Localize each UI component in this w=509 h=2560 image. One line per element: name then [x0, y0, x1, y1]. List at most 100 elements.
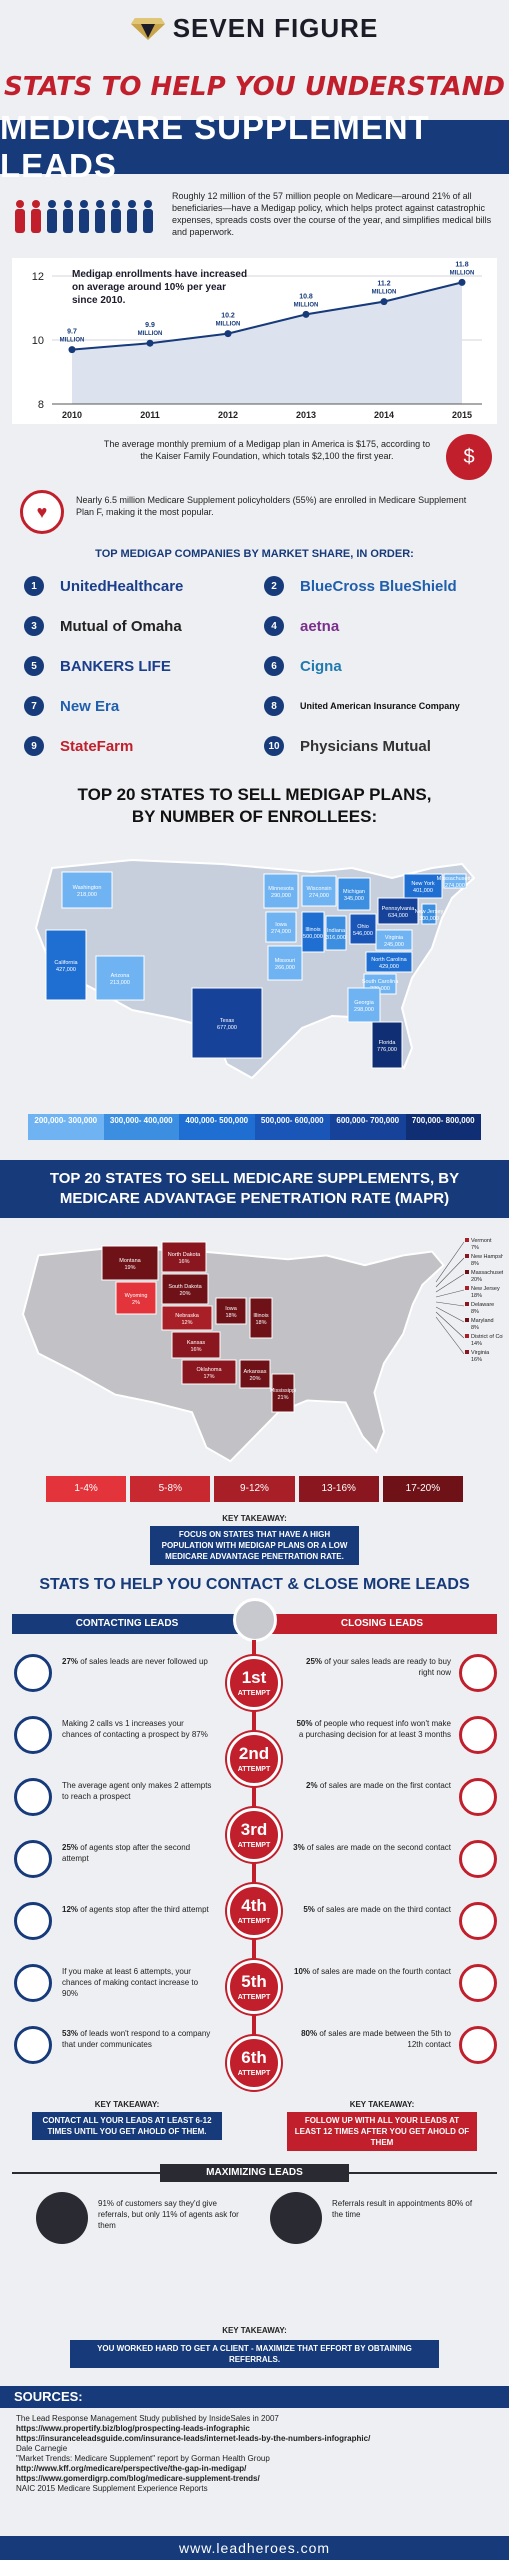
callout-state-name: Virginia — [471, 1350, 490, 1356]
stat-description: of sales are made on the third contact — [314, 1905, 451, 1914]
closing-stat-text: 10% of sales are made on the fourth cont… — [291, 1966, 451, 1977]
state-name-label: Indiana — [327, 928, 346, 934]
callout-leader — [435, 1289, 465, 1298]
company-logo-name: Mutual of Omaha — [60, 617, 182, 635]
company-logo-name: BlueCross BlueShield — [300, 577, 457, 595]
referrals-ask-stat: 91% of customers say they'd give referra… — [36, 2192, 256, 2252]
closing-stat: 25% of your sales leads are ready to buy… — [277, 1650, 497, 1698]
us-base-shape — [22, 1246, 445, 1463]
company-item: 8 United American Insurance Company — [264, 690, 484, 722]
legend-bin: 13-16% — [298, 1476, 379, 1502]
page-title-line2: MEDICARE SUPPLEMENT LEADS — [0, 109, 430, 184]
state-value-label: 634,000 — [388, 913, 408, 919]
callout-swatch — [465, 1318, 469, 1322]
state-north-dakota — [161, 1241, 207, 1273]
maximizing-title: MAXIMIZING LEADS — [160, 2164, 349, 2182]
state-arkansas — [239, 1359, 271, 1389]
contacting-stat: 27% of sales leads are never followed up — [14, 1650, 224, 1698]
contacting-stat: 25% of agents stop after the second atte… — [14, 1836, 224, 1884]
closing-key-takeaway-text: FOLLOW UP WITH ALL YOUR LEADS AT LEAST 1… — [287, 2112, 477, 2151]
state-value-label: 429,000 — [379, 964, 399, 970]
contact-close-header-bar: CONTACTING LEADS CLOSING LEADS — [12, 1598, 497, 1642]
contacting-stat-icon — [14, 2026, 52, 2064]
state-nebraska — [161, 1305, 213, 1331]
state-value-label: 298,000 — [354, 1007, 374, 1013]
stat-description: of sales leads are never followed up — [78, 1657, 208, 1666]
stat-highlight: 12% — [62, 1905, 79, 1914]
state-value-label: 776,000 — [377, 1047, 397, 1053]
contacting-key-takeaway-label: KEY TAKEAWAY: — [94, 2100, 160, 2109]
stat-highlight: 3% — [293, 1843, 305, 1852]
stat-highlight: 50% — [296, 1719, 313, 1728]
state-name-label: Wisconsin — [306, 886, 331, 892]
contacting-stat-text: 53% of leads won't respond to a company … — [62, 2028, 212, 2050]
state-montana — [101, 1245, 159, 1281]
source-link: https://insuranceleadsguide.com/insuranc… — [16, 2434, 371, 2443]
state-value-label: 20% — [249, 1376, 260, 1382]
state-name-label: Michigan — [343, 889, 365, 895]
state-value-label: 266,000 — [275, 965, 295, 971]
legend-bin: 700,000- 800,000 — [405, 1114, 481, 1140]
contacting-stat-icon — [14, 1654, 52, 1692]
footer-url[interactable]: www.leadheroes.com — [0, 2536, 509, 2560]
state-minnesota — [263, 873, 299, 909]
closing-stat: 3% of sales are made on the second conta… — [277, 1836, 497, 1884]
contacting-leads-header: CONTACTING LEADS — [12, 1614, 242, 1634]
callout-state-name: New Jersey — [471, 1286, 500, 1292]
callout-state-value: 7% — [471, 1245, 479, 1251]
callout-state-value: 8% — [471, 1325, 479, 1331]
enrollment-chart-note: Medigap enrollments have increased on av… — [72, 269, 248, 306]
mapr-title-line2: MEDICARE ADVANTAGE PENETRATION RATE (MAP… — [59, 1190, 450, 1207]
data-label-unit: MILLION — [216, 322, 241, 328]
callout-leader — [435, 1311, 465, 1339]
page-title-line1: STATS TO HELP YOU UNDERSTAND — [4, 72, 505, 102]
attempt-number: 4th — [241, 1896, 267, 1915]
stat-highlight: 2% — [306, 1781, 318, 1790]
state-value-label: 17% — [203, 1374, 214, 1380]
company-rank-badge: 7 — [24, 696, 44, 716]
legend-bin: 200,000- 300,000 — [28, 1114, 104, 1140]
attempt-badge: 3rd ATTEMPT — [227, 1808, 281, 1862]
state-value-label: 546,000 — [353, 931, 373, 937]
state-indiana — [325, 915, 347, 951]
company-item: 1 UnitedHealthcare — [24, 570, 244, 602]
stat-highlight: 5% — [303, 1905, 315, 1914]
state-name-label: Illinois — [253, 1313, 269, 1319]
company-rank-badge: 4 — [264, 616, 284, 636]
stat-highlight: 25% — [62, 1843, 79, 1852]
company-rank-badge: 9 — [24, 736, 44, 756]
attempt-label: ATTEMPT — [237, 1994, 271, 2001]
enrollment-point — [380, 298, 388, 306]
closing-stat-text: 3% of sales are made on the second conta… — [291, 1842, 451, 1853]
state-value-label: 213,000 — [110, 980, 130, 986]
state-value-label: 20% — [179, 1291, 190, 1297]
callout-swatch — [465, 1334, 469, 1338]
stat-description: of agents stop after the second attempt — [62, 1843, 191, 1863]
state-name-label: Oklahoma — [196, 1367, 222, 1373]
states-enrollees-title: TOP 20 STATES TO SELL MEDIGAP PLANS, BY … — [0, 784, 509, 828]
state-value-label: 218,000 — [77, 892, 97, 898]
company-rank-badge: 5 — [24, 656, 44, 676]
attempt-badge: 2nd ATTEMPT — [227, 1732, 281, 1786]
closing-stat-text: 25% of your sales leads are ready to buy… — [291, 1656, 451, 1678]
plan-f-section: ♥ Nearly 6.5 million Medicare Supplement… — [12, 486, 497, 540]
callout-swatch — [465, 1254, 469, 1258]
state-name-label: New York — [411, 881, 434, 887]
state-arizona — [95, 955, 145, 1001]
callout-swatch — [465, 1350, 469, 1354]
contacting-stat-text: 25% of agents stop after the second atte… — [62, 1842, 212, 1864]
y-tick-label: 8 — [38, 399, 44, 411]
state-wyoming — [115, 1281, 157, 1315]
legend-bin: 400,000- 500,000 — [179, 1114, 255, 1140]
source-link: https://www.propertify.biz/blog/prospect… — [16, 2424, 250, 2433]
state-south-dakota — [161, 1273, 209, 1305]
state-value-label: 21% — [277, 1395, 288, 1401]
data-label-value: 9.7 — [67, 329, 77, 336]
stat-highlight: 53% — [62, 2029, 79, 2038]
y-tick-label: 10 — [32, 335, 44, 347]
legend-bin: 17-20% — [382, 1476, 464, 1502]
sources-title: SOURCES: — [0, 2386, 509, 2408]
callout-state-name: Maryland — [471, 1318, 494, 1324]
state-oklahoma — [181, 1359, 237, 1385]
contacting-stat-text: 27% of sales leads are never followed up — [62, 1656, 212, 1667]
